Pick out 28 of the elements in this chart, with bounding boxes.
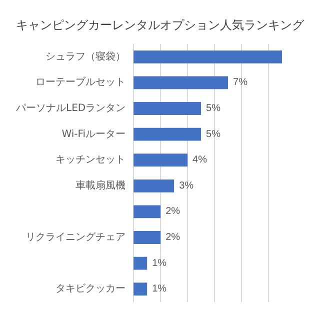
data-label: 5% — [206, 103, 221, 114]
data-label: 1% — [152, 258, 167, 269]
data-label: 2% — [166, 206, 180, 218]
bar — [134, 128, 202, 141]
data-label: 4% — [192, 154, 208, 166]
bar — [134, 231, 161, 244]
data-label: 5% — [206, 128, 221, 140]
y-tick-label: 車載扇風機 — [76, 179, 126, 192]
y-tick-label: Wi-Fiルーター — [62, 128, 126, 140]
bar — [134, 76, 228, 90]
y-tick-label: タキビクッカー — [56, 284, 126, 295]
bar — [134, 154, 188, 167]
bar — [134, 256, 148, 270]
y-tick-label: リクライニングチェア — [26, 232, 126, 243]
y-tick-label: シュラフ（寝袋） — [46, 50, 126, 62]
bar — [134, 205, 161, 218]
chart-title: キャンピングカーレンタルオプション人気ランキング — [16, 18, 305, 32]
bar — [134, 179, 174, 192]
y-tick-label: ローテーブルセット — [36, 76, 126, 88]
bar — [134, 282, 148, 296]
data-label: 1% — [152, 284, 167, 295]
y-tick-label: キッチンセット — [56, 154, 126, 166]
bar — [134, 50, 282, 64]
data-label: 2% — [166, 232, 180, 243]
data-label: 7% — [233, 77, 248, 88]
y-tick-label: パーソナルLEDランタン — [14, 103, 126, 114]
bar — [134, 102, 202, 115]
data-label: 3% — [179, 180, 194, 192]
